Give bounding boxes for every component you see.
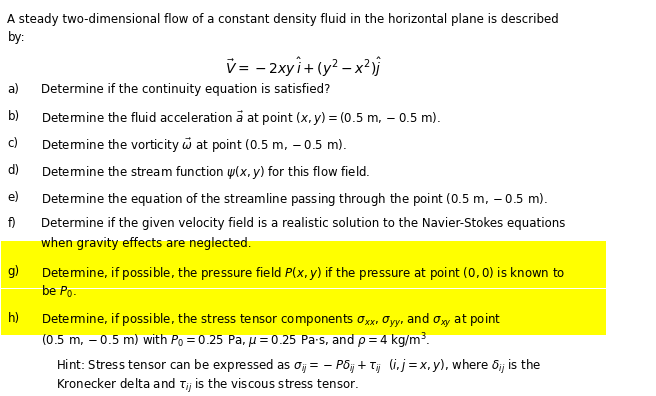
Text: be $P_0$.: be $P_0$. — [41, 284, 76, 300]
FancyBboxPatch shape — [1, 241, 605, 288]
Text: Determine the vorticity $\vec{\omega}$ at point $(0.5$ m$, -0.5$ m$)$.: Determine the vorticity $\vec{\omega}$ a… — [41, 137, 346, 155]
Text: by:: by: — [7, 31, 25, 44]
Text: $(0.5$ m$, -0.5$ m$)$ with $P_0 = 0.25$ Pa, $\mu = 0.25$ Pa$\cdot$s, and $\rho =: $(0.5$ m$, -0.5$ m$)$ with $P_0 = 0.25$ … — [41, 331, 430, 351]
Text: $\vec{V} = -2xy\,\hat{i} + (y^2 - x^2)\hat{j}$: $\vec{V} = -2xy\,\hat{i} + (y^2 - x^2)\h… — [225, 55, 382, 78]
Text: A steady two-dimensional flow of a constant density fluid in the horizontal plan: A steady two-dimensional flow of a const… — [7, 13, 559, 25]
Text: when gravity effects are neglected.: when gravity effects are neglected. — [41, 236, 251, 249]
Text: Hint: Stress tensor can be expressed as $\sigma_{ij} = -P\delta_{ij} + \tau_{ij}: Hint: Stress tensor can be expressed as … — [56, 358, 541, 376]
Text: e): e) — [7, 190, 19, 204]
Text: a): a) — [7, 84, 19, 97]
Text: Determine, if possible, the stress tensor components $\sigma_{xx}$, $\sigma_{yy}: Determine, if possible, the stress tenso… — [41, 312, 501, 330]
Text: Determine the stream function $\psi(x, y)$ for this flow field.: Determine the stream function $\psi(x, y… — [41, 164, 370, 181]
Text: g): g) — [7, 265, 20, 278]
Text: Kronecker delta and $\tau_{ij}$ is the viscous stress tensor.: Kronecker delta and $\tau_{ij}$ is the v… — [56, 377, 358, 395]
Text: Determine if the continuity equation is satisfied?: Determine if the continuity equation is … — [41, 84, 330, 97]
Text: Determine the fluid acceleration $\vec{a}$ at point $(x, y) = (0.5$ m$, -0.5$ m$: Determine the fluid acceleration $\vec{a… — [41, 110, 441, 128]
Text: f): f) — [7, 217, 16, 230]
Text: Determine if the given velocity field is a realistic solution to the Navier-Stok: Determine if the given velocity field is… — [41, 217, 565, 230]
Text: Determine the equation of the streamline passing through the point $(0.5$ m$, -0: Determine the equation of the streamline… — [41, 190, 547, 208]
Text: Determine, if possible, the pressure field $P(x, y)$ if the pressure at point $(: Determine, if possible, the pressure fie… — [41, 265, 565, 282]
Text: d): d) — [7, 164, 20, 177]
Text: h): h) — [7, 312, 20, 325]
FancyBboxPatch shape — [1, 289, 605, 335]
Text: c): c) — [7, 137, 18, 150]
Text: b): b) — [7, 110, 20, 123]
